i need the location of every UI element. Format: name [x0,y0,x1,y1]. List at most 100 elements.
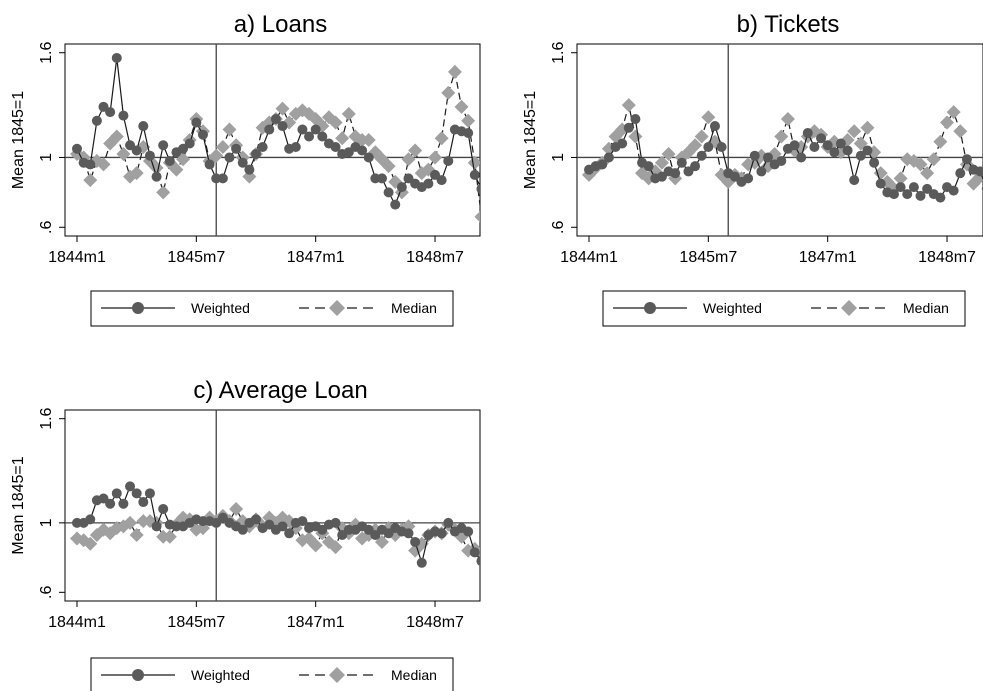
data-point-median [215,139,230,154]
legend-marker-weighted [132,302,144,314]
data-point-median [229,501,244,516]
data-point-weighted [317,131,328,142]
data-point-weighted [264,124,275,135]
plot-frame [64,409,481,602]
data-point-weighted [623,122,634,133]
data-point-median [275,101,290,116]
data-point-weighted [436,175,447,186]
y-tick-label: 1.6 [550,42,567,64]
y-axis-label: Mean 1845=1 [10,91,27,189]
data-point-median [401,152,416,167]
data-point-weighted [875,178,886,189]
data-point-median [481,542,495,556]
data-point-weighted [191,117,202,128]
x-tick-label: 1845m7 [679,249,737,266]
data-point-weighted [383,187,394,198]
plot-frame [576,43,983,237]
y-tick-label: .6 [38,586,55,599]
data-point-weighted [690,161,701,172]
data-point-median [361,133,376,147]
data-point-weighted [436,528,447,539]
data-point-weighted [138,497,149,508]
data-point-weighted [955,168,966,179]
x-tick-label: 1844m1 [560,249,618,266]
data-point-weighted [895,182,906,193]
data-point-median [847,124,862,139]
data-point-weighted [111,52,122,63]
data-point-weighted [603,152,614,163]
legend: Weighted Median [602,290,966,327]
y-tick-label: 1 [38,518,55,527]
data-point-weighted [251,514,262,525]
data-point-weighted [158,140,169,151]
data-point-weighted [277,121,288,132]
legend-marker-weighted [644,302,656,314]
data-point-weighted [416,557,427,568]
plot-area [65,44,493,236]
data-point-median [694,129,709,144]
data-point-weighted [251,148,262,159]
data-point-median [940,115,955,130]
legend-marker-weighted [132,669,144,681]
data-point-weighted [709,121,720,132]
data-point-median [688,138,703,153]
data-point-weighted [125,481,136,492]
y-tick-label: .6 [550,220,567,233]
data-point-weighted [975,166,983,177]
data-point-weighted [796,152,807,163]
y-tick-label: 1.6 [38,42,55,64]
data-point-weighted [310,124,321,135]
data-point-weighted [696,150,707,161]
data-point-weighted [330,517,341,528]
data-point-weighted [111,488,122,499]
data-point-weighted [72,143,82,154]
data-point-weighted [244,164,255,175]
data-point-median [209,148,224,163]
data-point-median [109,129,124,144]
x-tick-label: 1847m1 [287,249,345,266]
data-point-weighted [91,115,102,126]
data-point-weighted [463,128,474,139]
x-tick-label: 1847m1 [287,614,345,631]
data-point-median [774,129,789,144]
data-point-median [129,166,144,181]
data-point-median [933,134,948,149]
chart-title: c) Average Loan [193,377,367,404]
x-tick-label: 1848m7 [406,249,464,266]
x-tick-label: 1848m7 [406,614,464,631]
data-point-weighted [118,498,129,509]
data-point-median [222,122,237,137]
legend-label-median: Median [391,300,437,316]
data-point-weighted [85,514,96,525]
legend-label-median: Median [903,300,949,316]
data-point-median [434,131,449,146]
data-point-weighted [816,133,827,144]
data-point-median [156,185,171,200]
data-point-weighted [144,150,155,161]
data-point-weighted [961,154,972,165]
series-weighted [72,481,480,568]
data-point-weighted [164,155,175,166]
data-point-weighted [483,144,493,154]
x-tick-label: 1847m1 [799,249,857,266]
data-point-weighted [105,107,116,118]
data-point-weighted [304,131,315,142]
plot-area [65,410,495,601]
y-tick-label: 1.6 [38,407,55,429]
data-point-weighted [277,521,288,532]
plot-frame [64,43,481,237]
data-point-weighted [376,173,387,184]
data-point-median [920,166,935,181]
data-point-median [454,99,469,114]
data-point-weighted [443,155,454,166]
y-axis-label: Mean 1845=1 [522,91,539,189]
legend: Weighted Median [90,290,454,327]
data-point-weighted [829,147,840,158]
data-point-median [328,540,343,555]
legend-marker-median [841,300,857,316]
data-point-weighted [670,168,681,179]
